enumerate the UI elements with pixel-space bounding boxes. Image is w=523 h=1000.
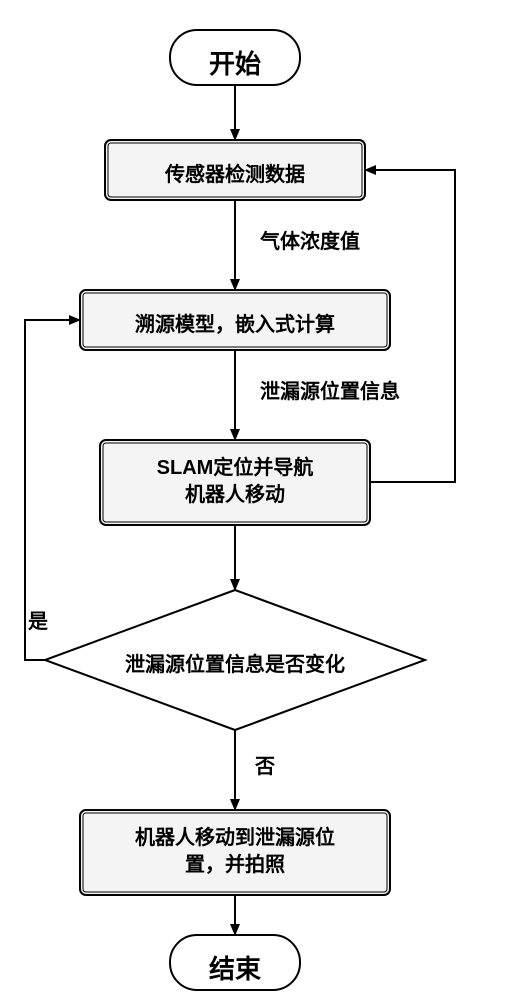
flowchart-canvas [0,0,523,1000]
